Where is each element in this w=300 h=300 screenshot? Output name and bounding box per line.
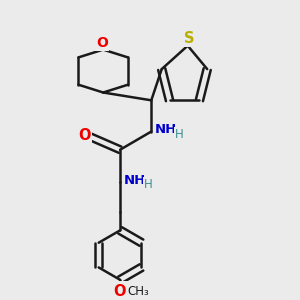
Text: H: H <box>175 128 184 141</box>
Text: S: S <box>184 31 194 46</box>
Text: O: O <box>78 128 91 143</box>
Text: O: O <box>113 284 126 299</box>
Text: NH: NH <box>123 174 146 187</box>
Text: NH: NH <box>154 123 177 136</box>
Text: CH₃: CH₃ <box>128 285 149 298</box>
Text: H: H <box>144 178 153 191</box>
Text: O: O <box>96 36 108 50</box>
